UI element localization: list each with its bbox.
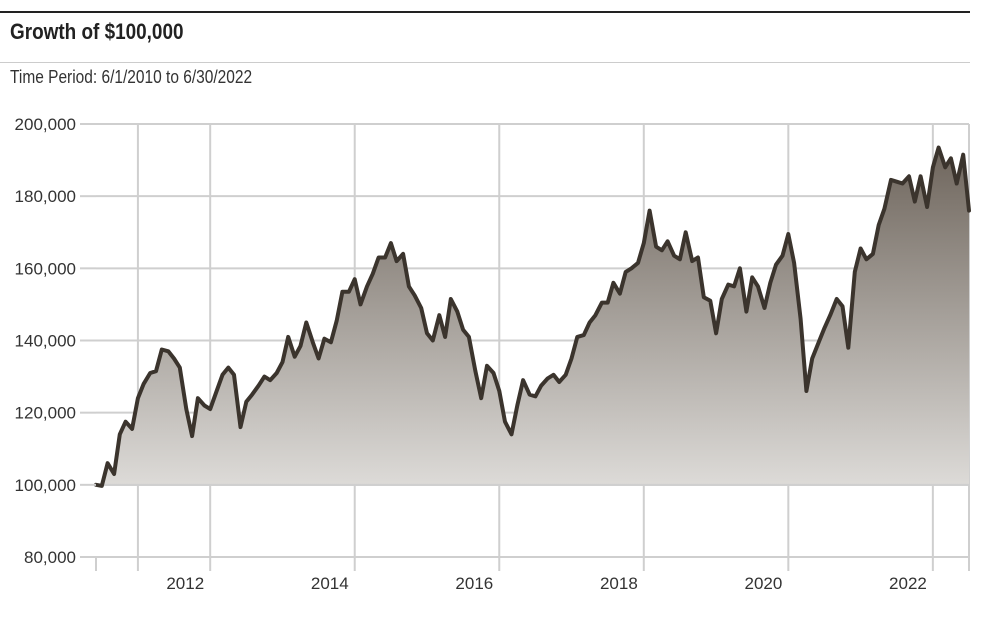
area-fill	[96, 147, 969, 486]
y-tick-label: 180,000	[15, 187, 76, 206]
y-tick-label: 120,000	[15, 404, 76, 423]
y-tick-label: 100,000	[15, 476, 76, 495]
x-tick-label: 2020	[745, 574, 783, 593]
tick-labels: 80,000 100,000 120,000 140,000 160,000 180,00…	[15, 115, 927, 593]
y-tick-label: 140,000	[15, 332, 76, 351]
y-tick-label: 200,000	[15, 115, 76, 134]
x-tick-label: 2012	[166, 574, 204, 593]
subtitle-rule	[0, 62, 970, 63]
axes	[80, 123, 96, 558]
grid-lines	[95, 123, 970, 571]
x-tick-label: 2018	[600, 574, 638, 593]
y-tick-label: 160,000	[15, 259, 76, 278]
top-rule	[0, 11, 970, 13]
chart-title: Growth of $100,000	[10, 19, 184, 44]
area-layer	[94, 145, 971, 488]
y-tick-label: 80,000	[24, 548, 76, 567]
chart-subtitle: Time Period: 6/1/2010 to 6/30/2022	[10, 67, 253, 87]
x-tick-label: 2016	[455, 574, 493, 593]
x-tick-label: 2014	[311, 574, 349, 593]
x-tick-label: 2022	[889, 574, 927, 593]
growth-series-line	[94, 145, 971, 488]
